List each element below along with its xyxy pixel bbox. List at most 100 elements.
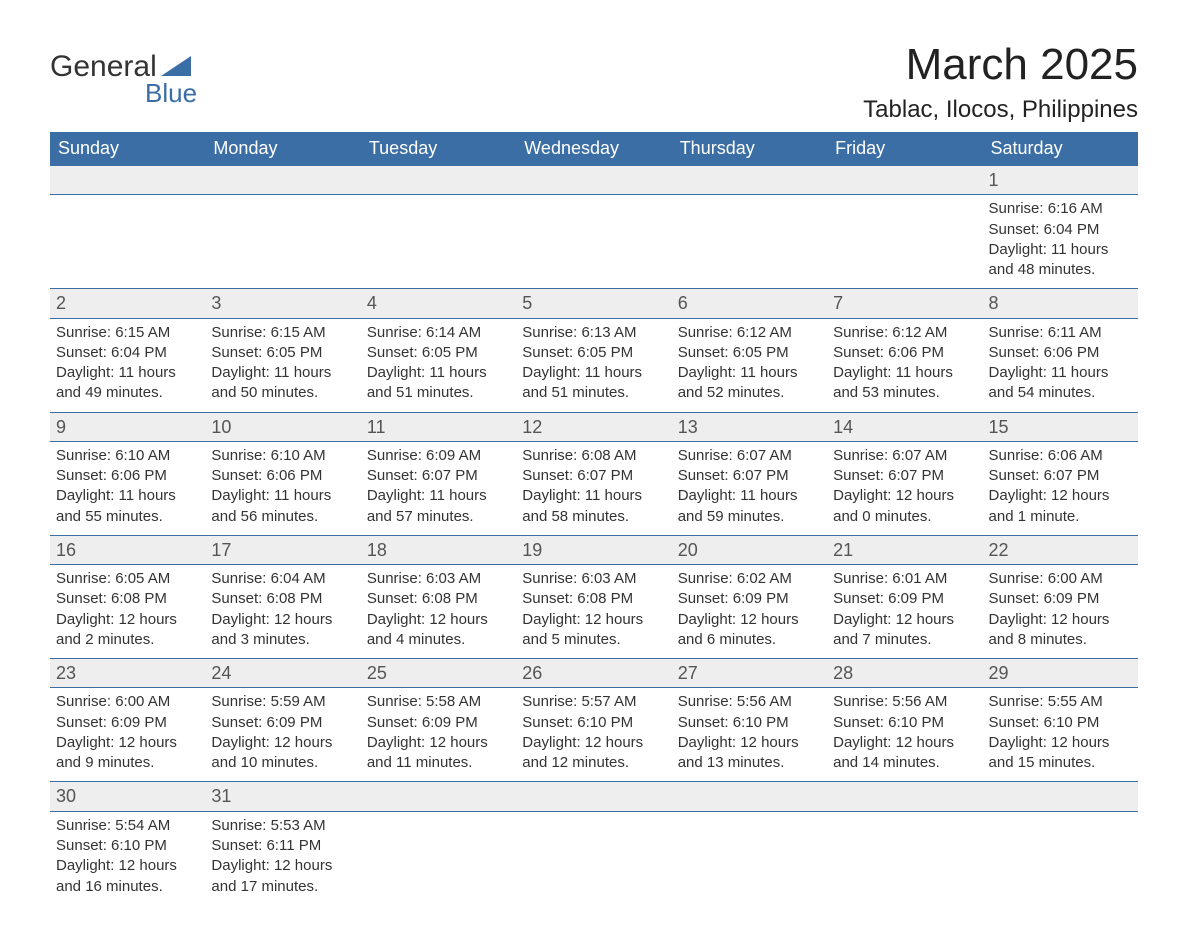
sunrise-text: Sunrise: 6:13 AM — [522, 323, 665, 343]
day-detail-cell: Sunrise: 6:10 AMSunset: 6:06 PMDaylight:… — [205, 441, 360, 535]
sunrise-text: Sunrise: 6:07 AM — [678, 446, 821, 466]
sunset-text: Sunset: 6:04 PM — [56, 343, 199, 363]
daylight-text: Daylight: 11 hours and 58 minutes. — [522, 486, 665, 527]
day-number-cell: 15 — [983, 412, 1138, 441]
day-number-cell — [827, 782, 982, 811]
day-number-cell: 10 — [205, 412, 360, 441]
sunset-text: Sunset: 6:10 PM — [833, 713, 976, 733]
day-detail-cell: Sunrise: 6:07 AMSunset: 6:07 PMDaylight:… — [672, 441, 827, 535]
day-header: Friday — [827, 132, 982, 166]
sunrise-text: Sunrise: 5:54 AM — [56, 816, 199, 836]
sunset-text: Sunset: 6:06 PM — [56, 466, 199, 486]
sunrise-text: Sunrise: 6:00 AM — [989, 569, 1132, 589]
sunrise-text: Sunrise: 6:12 AM — [678, 323, 821, 343]
week-detail-row: Sunrise: 5:54 AMSunset: 6:10 PMDaylight:… — [50, 811, 1138, 905]
day-number-cell: 14 — [827, 412, 982, 441]
daylight-text: Daylight: 11 hours and 48 minutes. — [989, 240, 1132, 281]
day-number-cell: 17 — [205, 535, 360, 564]
day-detail-cell — [827, 195, 982, 289]
sunset-text: Sunset: 6:09 PM — [678, 589, 821, 609]
day-number-cell: 21 — [827, 535, 982, 564]
day-detail-cell — [827, 811, 982, 905]
sunrise-text: Sunrise: 6:14 AM — [367, 323, 510, 343]
day-header: Saturday — [983, 132, 1138, 166]
sunset-text: Sunset: 6:11 PM — [211, 836, 354, 856]
daylight-text: Daylight: 12 hours and 14 minutes. — [833, 733, 976, 774]
sunrise-text: Sunrise: 6:01 AM — [833, 569, 976, 589]
day-header: Sunday — [50, 132, 205, 166]
logo: General Blue — [50, 50, 197, 109]
day-detail-cell: Sunrise: 5:56 AMSunset: 6:10 PMDaylight:… — [827, 688, 982, 782]
week-detail-row: Sunrise: 6:16 AMSunset: 6:04 PMDaylight:… — [50, 195, 1138, 289]
week-daynum-row: 9101112131415 — [50, 412, 1138, 441]
sunset-text: Sunset: 6:07 PM — [989, 466, 1132, 486]
daylight-text: Daylight: 11 hours and 49 minutes. — [56, 363, 199, 404]
day-detail-cell: Sunrise: 6:03 AMSunset: 6:08 PMDaylight:… — [361, 565, 516, 659]
day-number-cell: 19 — [516, 535, 671, 564]
daylight-text: Daylight: 11 hours and 51 minutes. — [367, 363, 510, 404]
sunrise-text: Sunrise: 6:10 AM — [56, 446, 199, 466]
daylight-text: Daylight: 11 hours and 50 minutes. — [211, 363, 354, 404]
daylight-text: Daylight: 12 hours and 10 minutes. — [211, 733, 354, 774]
day-detail-cell: Sunrise: 6:04 AMSunset: 6:08 PMDaylight:… — [205, 565, 360, 659]
day-header: Thursday — [672, 132, 827, 166]
day-detail-cell — [516, 811, 671, 905]
day-header: Wednesday — [516, 132, 671, 166]
day-number-cell: 12 — [516, 412, 671, 441]
week-detail-row: Sunrise: 6:10 AMSunset: 6:06 PMDaylight:… — [50, 441, 1138, 535]
daylight-text: Daylight: 11 hours and 55 minutes. — [56, 486, 199, 527]
day-number-cell: 3 — [205, 289, 360, 318]
day-number-cell: 1 — [983, 166, 1138, 195]
day-number-cell — [205, 166, 360, 195]
day-detail-cell: Sunrise: 5:55 AMSunset: 6:10 PMDaylight:… — [983, 688, 1138, 782]
day-number-cell: 26 — [516, 659, 671, 688]
sunrise-text: Sunrise: 6:10 AM — [211, 446, 354, 466]
daylight-text: Daylight: 12 hours and 17 minutes. — [211, 856, 354, 897]
day-detail-cell: Sunrise: 6:15 AMSunset: 6:05 PMDaylight:… — [205, 318, 360, 412]
daylight-text: Daylight: 12 hours and 9 minutes. — [56, 733, 199, 774]
sunset-text: Sunset: 6:10 PM — [989, 713, 1132, 733]
sunrise-text: Sunrise: 5:59 AM — [211, 692, 354, 712]
daylight-text: Daylight: 11 hours and 53 minutes. — [833, 363, 976, 404]
month-title: March 2025 — [863, 40, 1138, 90]
day-detail-cell: Sunrise: 5:54 AMSunset: 6:10 PMDaylight:… — [50, 811, 205, 905]
sunset-text: Sunset: 6:08 PM — [211, 589, 354, 609]
sunset-text: Sunset: 6:06 PM — [833, 343, 976, 363]
day-detail-cell — [983, 811, 1138, 905]
sunrise-text: Sunrise: 6:02 AM — [678, 569, 821, 589]
sunset-text: Sunset: 6:05 PM — [678, 343, 821, 363]
daylight-text: Daylight: 12 hours and 2 minutes. — [56, 610, 199, 651]
sunrise-text: Sunrise: 6:11 AM — [989, 323, 1132, 343]
daylight-text: Daylight: 12 hours and 7 minutes. — [833, 610, 976, 651]
day-detail-cell: Sunrise: 6:08 AMSunset: 6:07 PMDaylight:… — [516, 441, 671, 535]
day-number-cell: 18 — [361, 535, 516, 564]
daylight-text: Daylight: 11 hours and 57 minutes. — [367, 486, 510, 527]
day-number-cell: 13 — [672, 412, 827, 441]
day-number-cell: 4 — [361, 289, 516, 318]
daylight-text: Daylight: 11 hours and 51 minutes. — [522, 363, 665, 404]
day-detail-cell — [672, 811, 827, 905]
daylight-text: Daylight: 12 hours and 6 minutes. — [678, 610, 821, 651]
day-header: Tuesday — [361, 132, 516, 166]
day-number-cell: 7 — [827, 289, 982, 318]
sunrise-text: Sunrise: 6:09 AM — [367, 446, 510, 466]
calendar-table: SundayMondayTuesdayWednesdayThursdayFrid… — [50, 132, 1138, 905]
sunrise-text: Sunrise: 5:57 AM — [522, 692, 665, 712]
sunset-text: Sunset: 6:08 PM — [56, 589, 199, 609]
day-detail-cell: Sunrise: 6:03 AMSunset: 6:08 PMDaylight:… — [516, 565, 671, 659]
day-detail-cell: Sunrise: 6:00 AMSunset: 6:09 PMDaylight:… — [50, 688, 205, 782]
sunrise-text: Sunrise: 5:56 AM — [678, 692, 821, 712]
day-number-cell: 22 — [983, 535, 1138, 564]
daylight-text: Daylight: 12 hours and 4 minutes. — [367, 610, 510, 651]
day-detail-cell: Sunrise: 6:06 AMSunset: 6:07 PMDaylight:… — [983, 441, 1138, 535]
day-number-cell: 6 — [672, 289, 827, 318]
sunset-text: Sunset: 6:07 PM — [522, 466, 665, 486]
daylight-text: Daylight: 12 hours and 13 minutes. — [678, 733, 821, 774]
week-detail-row: Sunrise: 6:15 AMSunset: 6:04 PMDaylight:… — [50, 318, 1138, 412]
sunrise-text: Sunrise: 6:03 AM — [522, 569, 665, 589]
day-detail-cell: Sunrise: 6:07 AMSunset: 6:07 PMDaylight:… — [827, 441, 982, 535]
day-detail-cell — [205, 195, 360, 289]
day-number-cell: 11 — [361, 412, 516, 441]
day-detail-cell: Sunrise: 6:15 AMSunset: 6:04 PMDaylight:… — [50, 318, 205, 412]
sunset-text: Sunset: 6:09 PM — [367, 713, 510, 733]
